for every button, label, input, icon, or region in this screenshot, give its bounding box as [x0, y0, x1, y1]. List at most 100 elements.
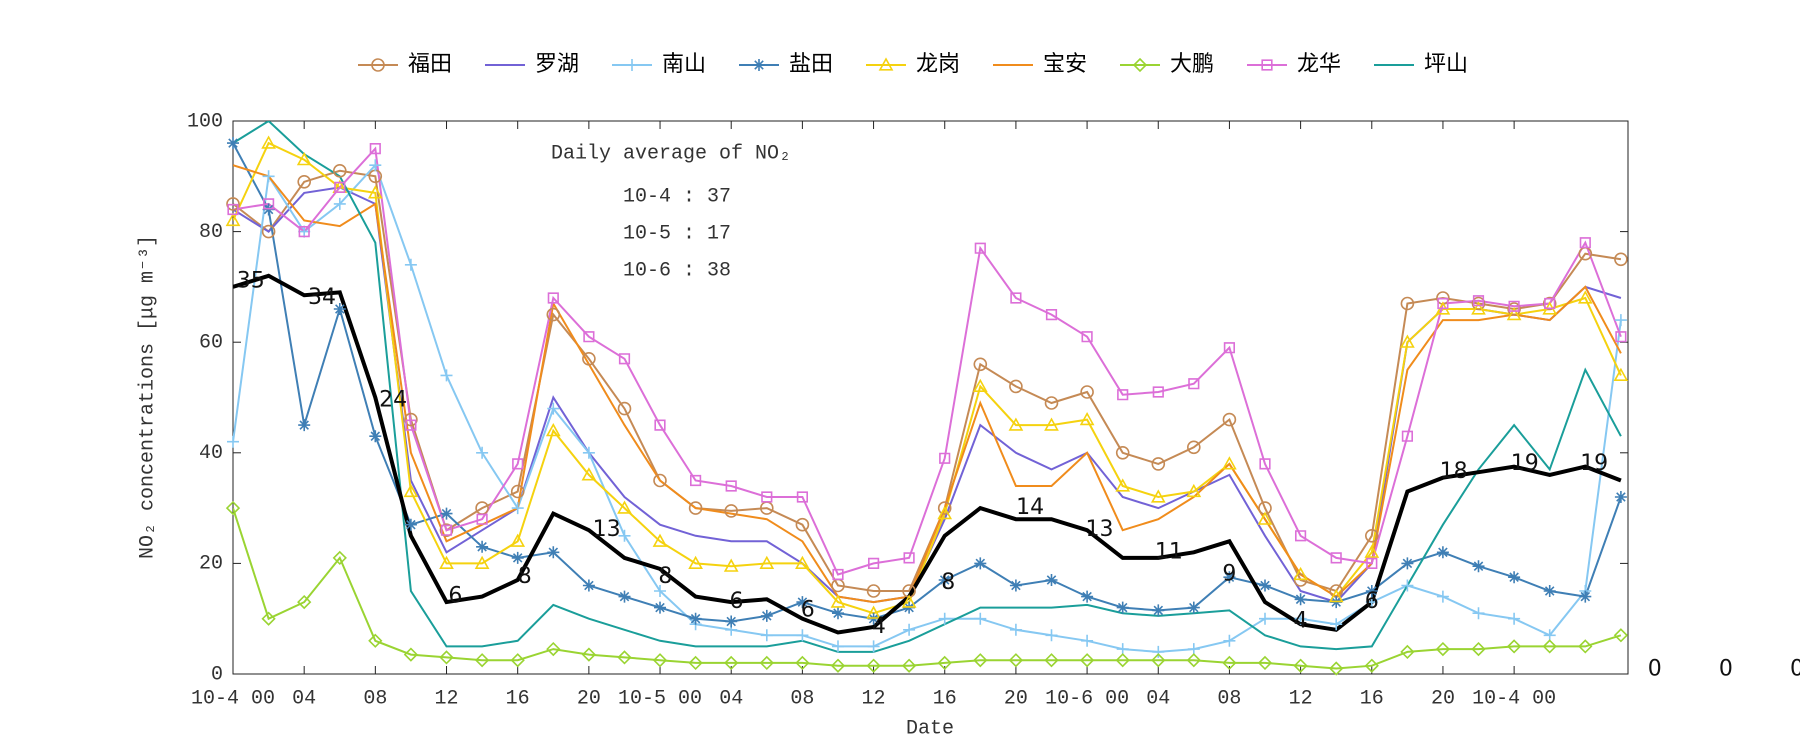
data-point [903, 552, 915, 564]
data-point [225, 212, 241, 227]
data-point [1115, 653, 1130, 668]
data-point [1258, 501, 1272, 515]
x-tick-label: 12 [435, 687, 459, 710]
data-point [474, 555, 490, 570]
data-point [475, 501, 489, 515]
data-point [332, 164, 347, 178]
data-point [1187, 440, 1201, 455]
data-point [1008, 653, 1024, 668]
data-point [1400, 296, 1415, 311]
data-point [298, 226, 310, 238]
legend-marker [1261, 59, 1273, 71]
data-point [1400, 644, 1415, 660]
data-point [1613, 628, 1629, 643]
legend-label: 龙华 [1297, 52, 1341, 77]
data-point [297, 594, 312, 610]
data-point [725, 615, 738, 628]
data-point [404, 258, 417, 271]
axes: 0 20 40 60 80 100 10-4 00 04 08 12 16 20 10-5 00 04 08… [187, 110, 1628, 710]
data-point [1579, 237, 1591, 249]
data-point [1222, 412, 1237, 427]
x-tick-label: 12 [1289, 687, 1313, 710]
line-annotation: 35 [237, 268, 265, 293]
legend-label: 宝安 [1043, 52, 1087, 77]
data-point [510, 653, 525, 668]
data-point [1436, 546, 1449, 559]
data-point [724, 504, 739, 518]
line-annotation: 6 [730, 589, 744, 614]
data-point [1115, 478, 1131, 492]
data-point [1508, 300, 1520, 312]
data-point [760, 629, 773, 642]
x-tick-label: 04 [1146, 687, 1170, 710]
line-annotation: 6 [448, 584, 462, 609]
data-point [688, 555, 703, 570]
plot-frame [232, 120, 1629, 675]
data-point [1401, 430, 1414, 442]
line-annotation: 9 [1222, 561, 1236, 586]
data-point [1151, 457, 1166, 471]
data-point [937, 655, 952, 671]
data-point [974, 557, 987, 570]
data-point [510, 533, 526, 547]
data-point [1471, 301, 1486, 315]
data-point [1294, 612, 1307, 625]
data-point [227, 137, 239, 150]
data-point [1328, 588, 1344, 603]
line-annotation: 8 [658, 564, 672, 589]
data-point [583, 331, 595, 343]
data-point [547, 292, 559, 304]
line-annotation: 0 [1790, 657, 1800, 682]
line-annotation: 0 [1719, 657, 1733, 682]
data-point [654, 419, 666, 431]
data-point [1437, 297, 1449, 310]
data-point [297, 175, 312, 189]
data-point [1401, 557, 1414, 570]
x-tick-label: 10-4 00 [1472, 687, 1556, 710]
y-tick-label: 40 [199, 442, 223, 465]
legend-label: 福田 [408, 52, 452, 77]
data-point [404, 518, 417, 531]
data-point [332, 550, 347, 566]
data-point [1117, 389, 1129, 401]
data-point [1044, 417, 1059, 431]
data-point [581, 467, 597, 481]
data-point [261, 224, 276, 239]
data-point [1293, 658, 1308, 673]
data-point [796, 596, 809, 609]
data-point [1223, 634, 1236, 647]
data-point [1010, 292, 1022, 304]
data-point [261, 135, 276, 149]
y-tick-label: 100 [187, 110, 223, 133]
data-point [1188, 378, 1200, 390]
data-point [795, 517, 810, 532]
data-point [972, 378, 988, 392]
data-point [759, 501, 774, 515]
y-tick-label: 0 [211, 663, 223, 686]
data-point [1366, 557, 1378, 570]
data-point [476, 446, 489, 459]
y-tick-label: 20 [199, 553, 223, 576]
data-point [1152, 604, 1165, 617]
data-point [1294, 530, 1307, 542]
data-point [866, 658, 881, 673]
legend-label: 盐田 [789, 52, 833, 77]
data-point [796, 491, 809, 503]
data-point [938, 612, 951, 625]
data-point [476, 513, 488, 525]
data-point [1578, 639, 1593, 654]
data-point [1329, 661, 1344, 676]
data-point [225, 500, 241, 516]
data-point [901, 594, 917, 608]
data-point [618, 590, 631, 603]
x-tick-label: 20 [1431, 687, 1455, 710]
data-point [866, 584, 881, 598]
series-layer [233, 121, 1622, 670]
line-annotation: 19 [1511, 451, 1539, 476]
data-point [1259, 458, 1271, 470]
data-point [938, 574, 951, 586]
x-tick-label: 12 [862, 687, 886, 710]
data-point [832, 640, 844, 653]
x-tick-label: 20 [577, 687, 601, 710]
